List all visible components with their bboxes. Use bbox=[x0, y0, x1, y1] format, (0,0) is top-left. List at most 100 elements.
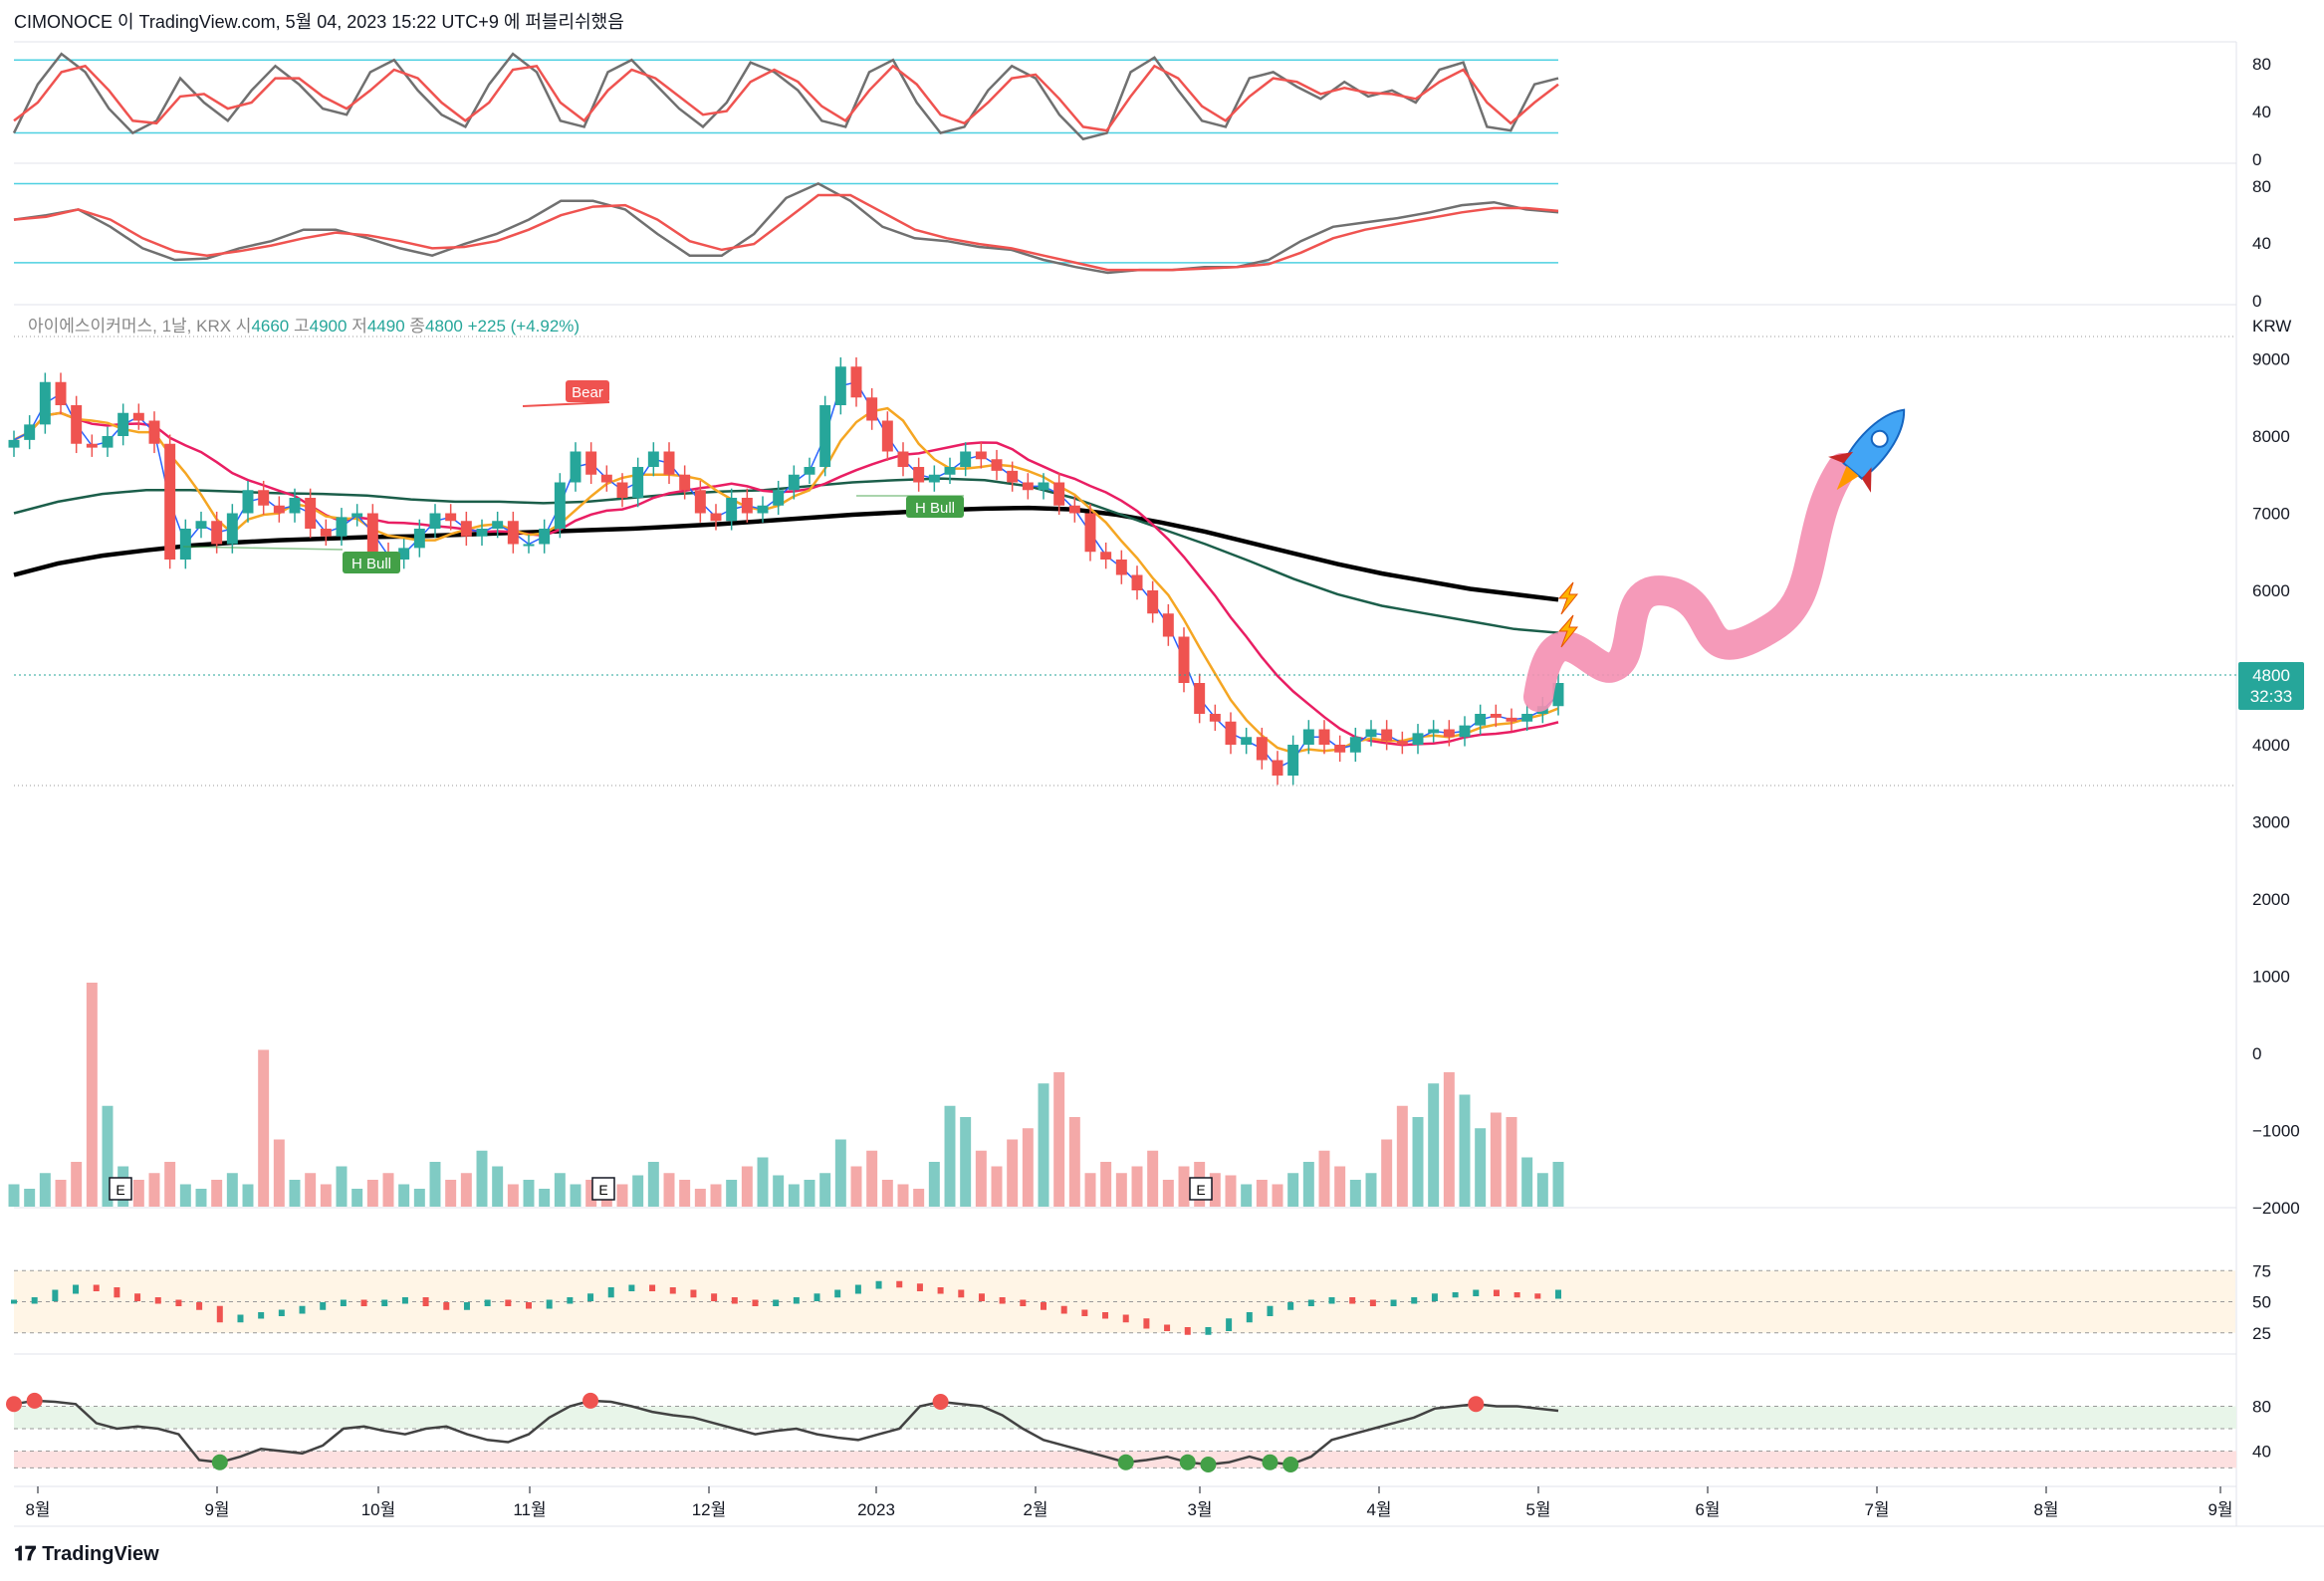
volume-bar bbox=[320, 1184, 332, 1207]
rsi-candle bbox=[1246, 1312, 1253, 1323]
stoch-rsi-2-axis: 80 40 0 bbox=[2252, 177, 2271, 311]
rsi-candle bbox=[587, 1293, 594, 1301]
volume-bar bbox=[1053, 1072, 1065, 1207]
stoch-d-line bbox=[13, 64, 1559, 132]
rsi-candle bbox=[1534, 1293, 1541, 1299]
rsi-candle bbox=[175, 1299, 182, 1306]
osc-overbought-dot bbox=[932, 1394, 949, 1410]
hbull-label-1-bg bbox=[343, 552, 400, 573]
rsi-candle bbox=[196, 1302, 203, 1310]
rsi-tick: 75 bbox=[2252, 1261, 2271, 1280]
candle-body bbox=[1100, 552, 1112, 560]
rsi-candle bbox=[1081, 1309, 1088, 1316]
time-tick: 11월 bbox=[513, 1500, 546, 1519]
candle-body bbox=[1412, 733, 1424, 745]
hbull-label-2: H Bull bbox=[915, 500, 955, 517]
rsi-candle bbox=[896, 1280, 903, 1288]
volume-bar bbox=[305, 1173, 317, 1207]
candle-body bbox=[1287, 745, 1299, 776]
volume-bar bbox=[492, 1166, 504, 1207]
time-tick: 3월 bbox=[1187, 1500, 1212, 1519]
volume-bar bbox=[1396, 1105, 1408, 1207]
candle-body bbox=[679, 474, 691, 491]
volume-bar bbox=[741, 1166, 753, 1207]
volume-bar bbox=[39, 1173, 51, 1207]
osc-tick: 40 bbox=[2252, 1443, 2271, 1462]
tradingview-logo: 𝟏𝟕 bbox=[14, 1543, 37, 1565]
candlesticks[interactable] bbox=[8, 356, 1564, 786]
volume-bar bbox=[944, 1105, 956, 1207]
earnings-marker-2-label: E bbox=[598, 1182, 607, 1198]
candle-body bbox=[741, 498, 753, 514]
rsi-candle bbox=[937, 1287, 944, 1294]
rsi-candle bbox=[1205, 1327, 1212, 1335]
volume-bar bbox=[1147, 1150, 1159, 1207]
oscillator-pane[interactable]: 80 40 bbox=[6, 1392, 2271, 1472]
volume-bar bbox=[647, 1162, 659, 1207]
rsi-candle bbox=[1411, 1297, 1418, 1304]
publish-header: CIMONOCE 이 TradingView.com, 5월 04, 2023 … bbox=[14, 12, 624, 32]
volume-bar bbox=[273, 1139, 285, 1207]
candle-body bbox=[960, 451, 972, 467]
rsi-candle bbox=[299, 1305, 306, 1314]
candle-body bbox=[336, 517, 348, 537]
volume-bar bbox=[366, 1180, 378, 1207]
time-tick: 8월 bbox=[25, 1500, 50, 1519]
rsi-candle bbox=[793, 1297, 800, 1304]
candle-body bbox=[102, 436, 114, 448]
lightning-icon-2 bbox=[1557, 614, 1579, 648]
rsi-candle bbox=[52, 1289, 59, 1301]
candle-body bbox=[211, 521, 223, 545]
candle-body bbox=[1428, 729, 1440, 734]
volume-bar bbox=[1443, 1072, 1455, 1207]
volume-bar bbox=[226, 1173, 238, 1207]
stoch-rsi-pane-1[interactable] bbox=[12, 52, 1559, 141]
volume-bars bbox=[8, 983, 1564, 1207]
volume-bar bbox=[86, 983, 98, 1207]
rsi-pane[interactable]: 75 50 25 bbox=[11, 1261, 2271, 1343]
volume-bar bbox=[1334, 1166, 1346, 1207]
candle-body bbox=[24, 424, 36, 440]
time-tick: 2월 bbox=[1023, 1500, 1047, 1519]
candle-body bbox=[1162, 613, 1174, 637]
rsi-candle bbox=[134, 1293, 141, 1301]
volume-bar bbox=[804, 1180, 815, 1207]
candle-body bbox=[975, 451, 987, 460]
rsi-candle bbox=[813, 1293, 820, 1301]
rsi-candle bbox=[320, 1302, 327, 1310]
volume-bar bbox=[476, 1150, 488, 1207]
volume-bar bbox=[398, 1184, 410, 1207]
candle-body bbox=[1459, 725, 1471, 738]
volume-bar bbox=[164, 1162, 176, 1207]
volume-bar bbox=[429, 1162, 441, 1207]
rsi-candle bbox=[237, 1314, 244, 1323]
rsi-candle bbox=[1513, 1292, 1520, 1298]
volume-bar bbox=[1162, 1180, 1174, 1207]
volume-bar bbox=[850, 1166, 862, 1207]
volume-bar bbox=[991, 1166, 1003, 1207]
rsi-candle bbox=[422, 1297, 429, 1306]
svg-text:32:33: 32:33 bbox=[2250, 687, 2293, 706]
volume-bar bbox=[554, 1173, 566, 1207]
rsi-candle bbox=[154, 1297, 161, 1304]
candle-body bbox=[195, 521, 207, 529]
stoch-tick: 40 bbox=[2252, 103, 2271, 121]
rsi-candle bbox=[607, 1287, 614, 1298]
rsi-candle bbox=[463, 1302, 470, 1310]
candle-body bbox=[944, 467, 956, 475]
candle-body bbox=[398, 548, 410, 560]
candle-body bbox=[726, 498, 738, 522]
candle-body bbox=[1490, 714, 1502, 718]
svg-text:4800: 4800 bbox=[2252, 666, 2290, 685]
stoch-rsi-pane-2[interactable] bbox=[13, 182, 1559, 275]
volume-bar bbox=[1536, 1173, 1548, 1207]
bear-label-bg bbox=[566, 380, 609, 402]
volume-bar bbox=[1287, 1173, 1299, 1207]
volume-bar bbox=[460, 1173, 472, 1207]
volume-bar bbox=[1007, 1139, 1019, 1207]
volume-bar bbox=[1521, 1157, 1533, 1207]
volume-bar bbox=[132, 1180, 144, 1207]
rsi-candle bbox=[1307, 1299, 1314, 1306]
rsi-candle bbox=[752, 1299, 759, 1306]
